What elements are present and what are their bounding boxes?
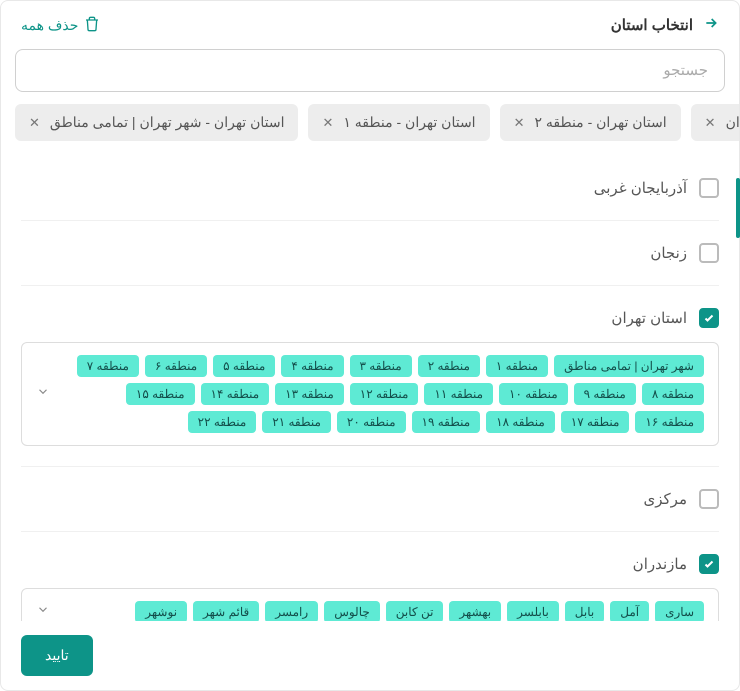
mazandaran-cities-multiselect[interactable]: ساری آمل بابل بابلسر بهشهرتن کابن چالوس رامسر ق… bbox=[21, 588, 719, 621]
modal-title: انتخاب استان bbox=[611, 16, 693, 34]
district-tag[interactable]: منطقه ۱۹ bbox=[412, 411, 481, 433]
city-tag[interactable]: نوشهر bbox=[135, 601, 187, 621]
district-tag[interactable]: منطقه ۱۶ bbox=[635, 411, 704, 433]
selected-chips-row: استان تهران - شهر تهران | تمامی مناطق✕اس… bbox=[1, 104, 739, 155]
district-tag[interactable]: منطقه ۲۰ bbox=[337, 411, 406, 433]
province-label: مازندران bbox=[633, 555, 687, 573]
provinces-scroll-area[interactable]: آذربایجان غربی زنجان استان تهران شهر تهر… bbox=[1, 155, 739, 621]
province-label: مرکزی bbox=[644, 490, 687, 508]
district-tag[interactable]: منطقه ۱۸ bbox=[486, 411, 555, 433]
district-tag[interactable]: منطقه ۷ bbox=[77, 355, 139, 377]
scrollbar-indicator bbox=[736, 178, 740, 238]
chevron-down-icon bbox=[36, 385, 50, 404]
district-tag[interactable]: منطقه ۱۲ bbox=[350, 383, 419, 405]
district-tag[interactable]: منطقه ۱۵ bbox=[126, 383, 195, 405]
province-row[interactable]: مرکزی bbox=[21, 467, 719, 532]
checkbox[interactable] bbox=[699, 178, 719, 198]
district-tag[interactable]: منطقه ۲۱ bbox=[262, 411, 331, 433]
district-tag[interactable]: منطقه ۲ bbox=[418, 355, 480, 377]
back-arrow-icon[interactable] bbox=[703, 15, 719, 35]
district-tag[interactable]: منطقه ۲۲ bbox=[188, 411, 257, 433]
city-tag[interactable]: بهشهر bbox=[449, 601, 501, 621]
city-tag[interactable]: بابل bbox=[565, 601, 604, 621]
district-tag[interactable]: منطقه ۱۰ bbox=[499, 383, 568, 405]
district-tag[interactable]: منطقه ۹ bbox=[574, 383, 636, 405]
close-icon[interactable]: ✕ bbox=[29, 115, 40, 131]
district-tag[interactable]: منطقه ۸ bbox=[642, 383, 704, 405]
search-container bbox=[1, 49, 739, 104]
chip-label: استان تهران - منطقه ۲ bbox=[534, 114, 666, 131]
delete-all-label: حذف همه bbox=[21, 17, 78, 34]
header-title-group: انتخاب استان bbox=[611, 15, 719, 35]
district-tag[interactable]: منطقه ۱۴ bbox=[201, 383, 270, 405]
province-label: آذربایجان غربی bbox=[594, 179, 687, 197]
modal-header: انتخاب استان حذف همه bbox=[1, 1, 739, 49]
city-tag[interactable]: رامسر bbox=[265, 601, 318, 621]
modal-footer: تایید bbox=[1, 621, 739, 690]
search-input[interactable] bbox=[15, 49, 725, 92]
district-tag[interactable]: شهر تهران | تمامی مناطق bbox=[554, 355, 704, 377]
district-tag[interactable]: منطقه ۳ bbox=[350, 355, 412, 377]
checkbox[interactable] bbox=[699, 489, 719, 509]
selected-chip: استان تهران - منطقه ۲ ✕ bbox=[500, 104, 681, 141]
tehran-districts-multiselect[interactable]: شهر تهران | تمامی مناطق منطقه ۱ منطقه ۲ منط… bbox=[21, 342, 719, 446]
selected-chip: استان تهران - شهر تهران | تمامی مناطق ✕ bbox=[15, 104, 298, 141]
chevron-down-icon bbox=[36, 603, 50, 622]
city-tag[interactable]: تن کابن bbox=[386, 601, 444, 621]
district-tag[interactable]: منطقه ۴ bbox=[281, 355, 343, 377]
province-label: زنجان bbox=[650, 244, 687, 262]
close-icon[interactable]: ✕ bbox=[705, 115, 716, 131]
checkbox[interactable] bbox=[699, 243, 719, 263]
district-tag[interactable]: منطقه ۱ bbox=[486, 355, 548, 377]
confirm-button[interactable]: تایید bbox=[21, 635, 93, 676]
chip-label: استان تهران bbox=[726, 114, 739, 131]
province-mazandaran-block: مازندران ساری آمل بابل بابلسر بهشهرتن کابن چا… bbox=[21, 532, 719, 621]
close-icon[interactable]: ✕ bbox=[514, 115, 525, 131]
selected-chip: استان تهران - منطقه ۱ ✕ bbox=[308, 104, 489, 141]
province-row[interactable]: زنجان bbox=[21, 221, 719, 286]
trash-icon bbox=[84, 16, 100, 35]
district-tag[interactable]: منطقه ۶ bbox=[145, 355, 207, 377]
district-tag[interactable]: منطقه ۵ bbox=[213, 355, 275, 377]
delete-all-button[interactable]: حذف همه bbox=[21, 16, 100, 35]
selected-chip: استان تهران ✕ bbox=[691, 104, 739, 141]
chip-label: استان تهران - شهر تهران | تمامی مناطق bbox=[50, 114, 285, 131]
chip-label: استان تهران - منطقه ۱ bbox=[343, 114, 475, 131]
province-row[interactable]: آذربایجان غربی bbox=[21, 156, 719, 221]
city-tag[interactable]: آمل bbox=[610, 601, 649, 621]
district-tag[interactable]: منطقه ۱۳ bbox=[275, 383, 344, 405]
city-tag[interactable]: ساری bbox=[655, 601, 704, 621]
district-tag[interactable]: منطقه ۱۷ bbox=[561, 411, 630, 433]
close-icon[interactable]: ✕ bbox=[322, 115, 333, 131]
district-tag[interactable]: منطقه ۱۱ bbox=[424, 383, 493, 405]
province-label: استان تهران bbox=[611, 309, 687, 327]
province-row[interactable]: استان تهران bbox=[21, 286, 719, 342]
city-tag[interactable]: بابلسر bbox=[507, 601, 559, 621]
province-selector-modal: انتخاب استان حذف همه استان تهران - شهر ت… bbox=[0, 0, 740, 691]
province-row[interactable]: مازندران bbox=[21, 532, 719, 588]
city-tag[interactable]: چالوس bbox=[324, 601, 380, 621]
province-tehran-block: استان تهران شهر تهران | تمامی مناطق منطقه… bbox=[21, 286, 719, 467]
checkbox[interactable] bbox=[699, 554, 719, 574]
city-tag[interactable]: قائم شهر bbox=[193, 601, 259, 621]
checkbox[interactable] bbox=[699, 308, 719, 328]
